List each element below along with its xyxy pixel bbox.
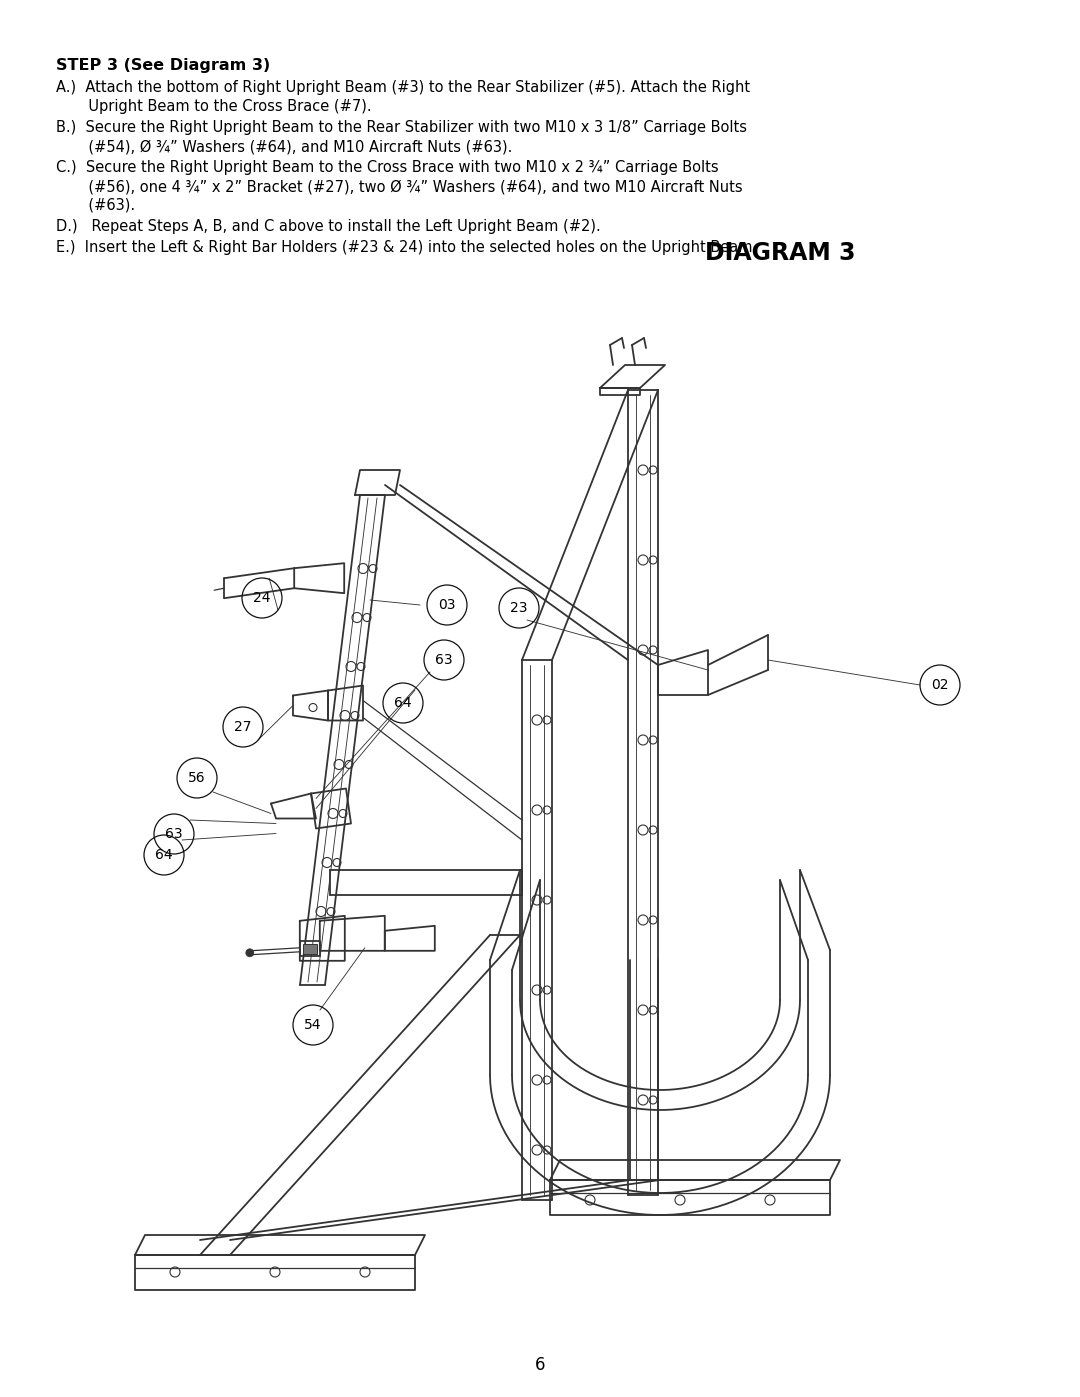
Text: C.)  Secure the Right Upright Beam to the Cross Brace with two M10 x 2 ¾” Carria: C.) Secure the Right Upright Beam to the…: [56, 161, 718, 175]
Text: 56: 56: [188, 771, 206, 785]
Text: Upright Beam to the Cross Brace (#7).: Upright Beam to the Cross Brace (#7).: [56, 99, 372, 115]
Text: 6: 6: [535, 1356, 545, 1375]
Text: DIAGRAM 3: DIAGRAM 3: [705, 242, 855, 265]
Text: (#63).: (#63).: [56, 198, 135, 212]
Text: 63: 63: [435, 652, 453, 666]
Text: A.)  Attach the bottom of Right Upright Beam (#3) to the Rear Stabilizer (#5). A: A.) Attach the bottom of Right Upright B…: [56, 80, 751, 95]
Text: 24: 24: [253, 591, 271, 605]
Text: STEP 3 (See Diagram 3): STEP 3 (See Diagram 3): [56, 59, 270, 73]
Text: 63: 63: [165, 827, 183, 841]
Text: 27: 27: [234, 719, 252, 733]
Polygon shape: [302, 944, 316, 954]
Text: 03: 03: [438, 598, 456, 612]
Text: 54: 54: [305, 1018, 322, 1032]
Text: 02: 02: [931, 678, 948, 692]
Text: E.)  Insert the Left & Right Bar Holders (#23 & 24) into the selected holes on t: E.) Insert the Left & Right Bar Holders …: [56, 240, 757, 256]
Text: 23: 23: [510, 601, 528, 615]
Text: 64: 64: [156, 848, 173, 862]
Text: D.)   Repeat Steps A, B, and C above to install the Left Upright Beam (#2).: D.) Repeat Steps A, B, and C above to in…: [56, 219, 600, 235]
Text: (#54), Ø ¾” Washers (#64), and M10 Aircraft Nuts (#63).: (#54), Ø ¾” Washers (#64), and M10 Aircr…: [56, 138, 512, 154]
Text: (#56), one 4 ¾” x 2” Bracket (#27), two Ø ¾” Washers (#64), and two M10 Aircraft: (#56), one 4 ¾” x 2” Bracket (#27), two …: [56, 179, 743, 194]
Text: 64: 64: [394, 696, 411, 710]
Circle shape: [246, 949, 254, 957]
Text: B.)  Secure the Right Upright Beam to the Rear Stabilizer with two M10 x 3 1/8” : B.) Secure the Right Upright Beam to the…: [56, 120, 747, 136]
